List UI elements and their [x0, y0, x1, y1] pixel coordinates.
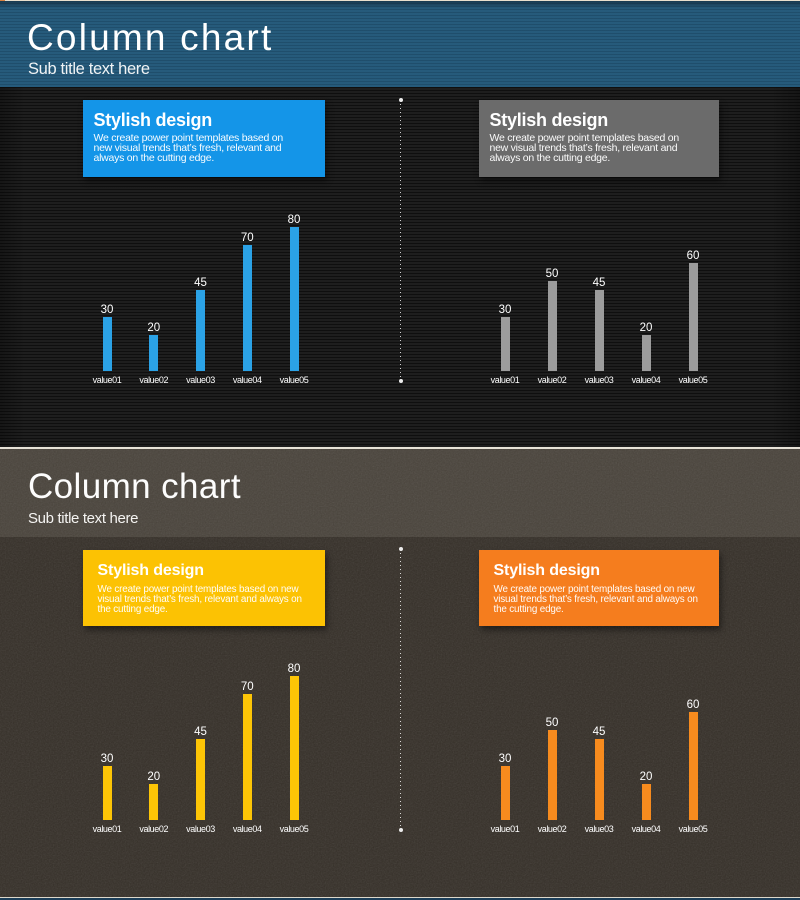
slide-gap-line — [0, 447, 800, 449]
bar-value-label: 80 — [287, 213, 301, 226]
bar[interactable] — [289, 227, 299, 371]
bar[interactable] — [641, 784, 651, 820]
bar-value-label: 70 — [240, 231, 254, 244]
bar-value-label: 20 — [639, 321, 653, 334]
bar-chart-gray: 30 value01 50 value02 45 value03 20 value04 60 va… — [0, 0, 800, 447]
bar-value-label: 45 — [592, 725, 606, 738]
bar-value-label: 20 — [639, 770, 653, 783]
bar-value-label: 20 — [147, 321, 161, 334]
bar-category-label: value05 — [678, 375, 708, 385]
callout-card-gray[interactable]: Stylish design We create power point tem… — [479, 100, 719, 177]
slide-subtitle: Sub title text here — [28, 60, 150, 78]
dotted-divider — [398, 98, 403, 383]
bar[interactable] — [242, 245, 252, 371]
bar-category-label: value02 — [139, 375, 169, 385]
bar-value-label: 30 — [498, 752, 512, 765]
bar-category-label: value01 — [490, 375, 520, 385]
bar[interactable] — [547, 730, 557, 820]
bar-category-label: value03 — [186, 375, 215, 385]
dotted-divider — [398, 547, 403, 832]
callout-card-blue[interactable]: Stylish design We create power point tem… — [83, 100, 325, 177]
slide-dark-header: Column chart Sub title text here — [0, 0, 800, 87]
bar-value-label: 45 — [194, 276, 207, 289]
bar-value-label: 50 — [545, 716, 559, 729]
next-slide-edge — [0, 898, 800, 900]
bar[interactable] — [500, 766, 510, 820]
bar-category-label: value04 — [232, 375, 262, 385]
slide-title: Column chart — [27, 17, 274, 58]
bar-value-label: 50 — [545, 267, 559, 280]
card-title: Stylish design — [489, 110, 609, 130]
bar-category-label: value03 — [584, 375, 614, 385]
slide-brown: Column chart Sub title text here Stylish… — [0, 449, 800, 897]
slide-gap-line — [0, 897, 800, 898]
slide-dark: Column chart Sub title text here Stylish… — [0, 0, 800, 447]
top-gap-line — [0, 0, 800, 1]
bar[interactable] — [688, 263, 698, 371]
card-title: Stylish design — [93, 110, 213, 130]
bar[interactable] — [641, 335, 651, 371]
bar[interactable] — [149, 335, 159, 371]
bar[interactable] — [500, 317, 510, 371]
bar[interactable] — [547, 281, 557, 371]
bar-value-label: 45 — [592, 276, 606, 289]
card-text: We create power point templates based on… — [93, 132, 284, 164]
bar-value-label: 30 — [498, 303, 512, 316]
bar[interactable] — [688, 712, 698, 820]
bar[interactable] — [594, 739, 604, 820]
bar-value-label: 60 — [686, 698, 700, 711]
bar-category-label: value05 — [678, 824, 708, 834]
top-gap-orange-sliver — [0, 0, 5, 1]
bar-category-label: value01 — [92, 375, 122, 385]
bar-value-label: 60 — [686, 249, 700, 262]
bar-category-label: value05 — [279, 375, 309, 385]
bar-chart-blue: 30 value01 20 value02 45 value03 70 value04 80 va… — [0, 0, 800, 447]
bar[interactable] — [102, 317, 112, 371]
bar[interactable] — [594, 290, 604, 371]
bar-category-label: value04 — [631, 375, 661, 385]
bar[interactable] — [196, 290, 205, 371]
bar-value-label: 30 — [100, 303, 114, 316]
card-text: We create power point templates based on… — [489, 132, 680, 164]
bar-category-label: value02 — [537, 375, 567, 385]
